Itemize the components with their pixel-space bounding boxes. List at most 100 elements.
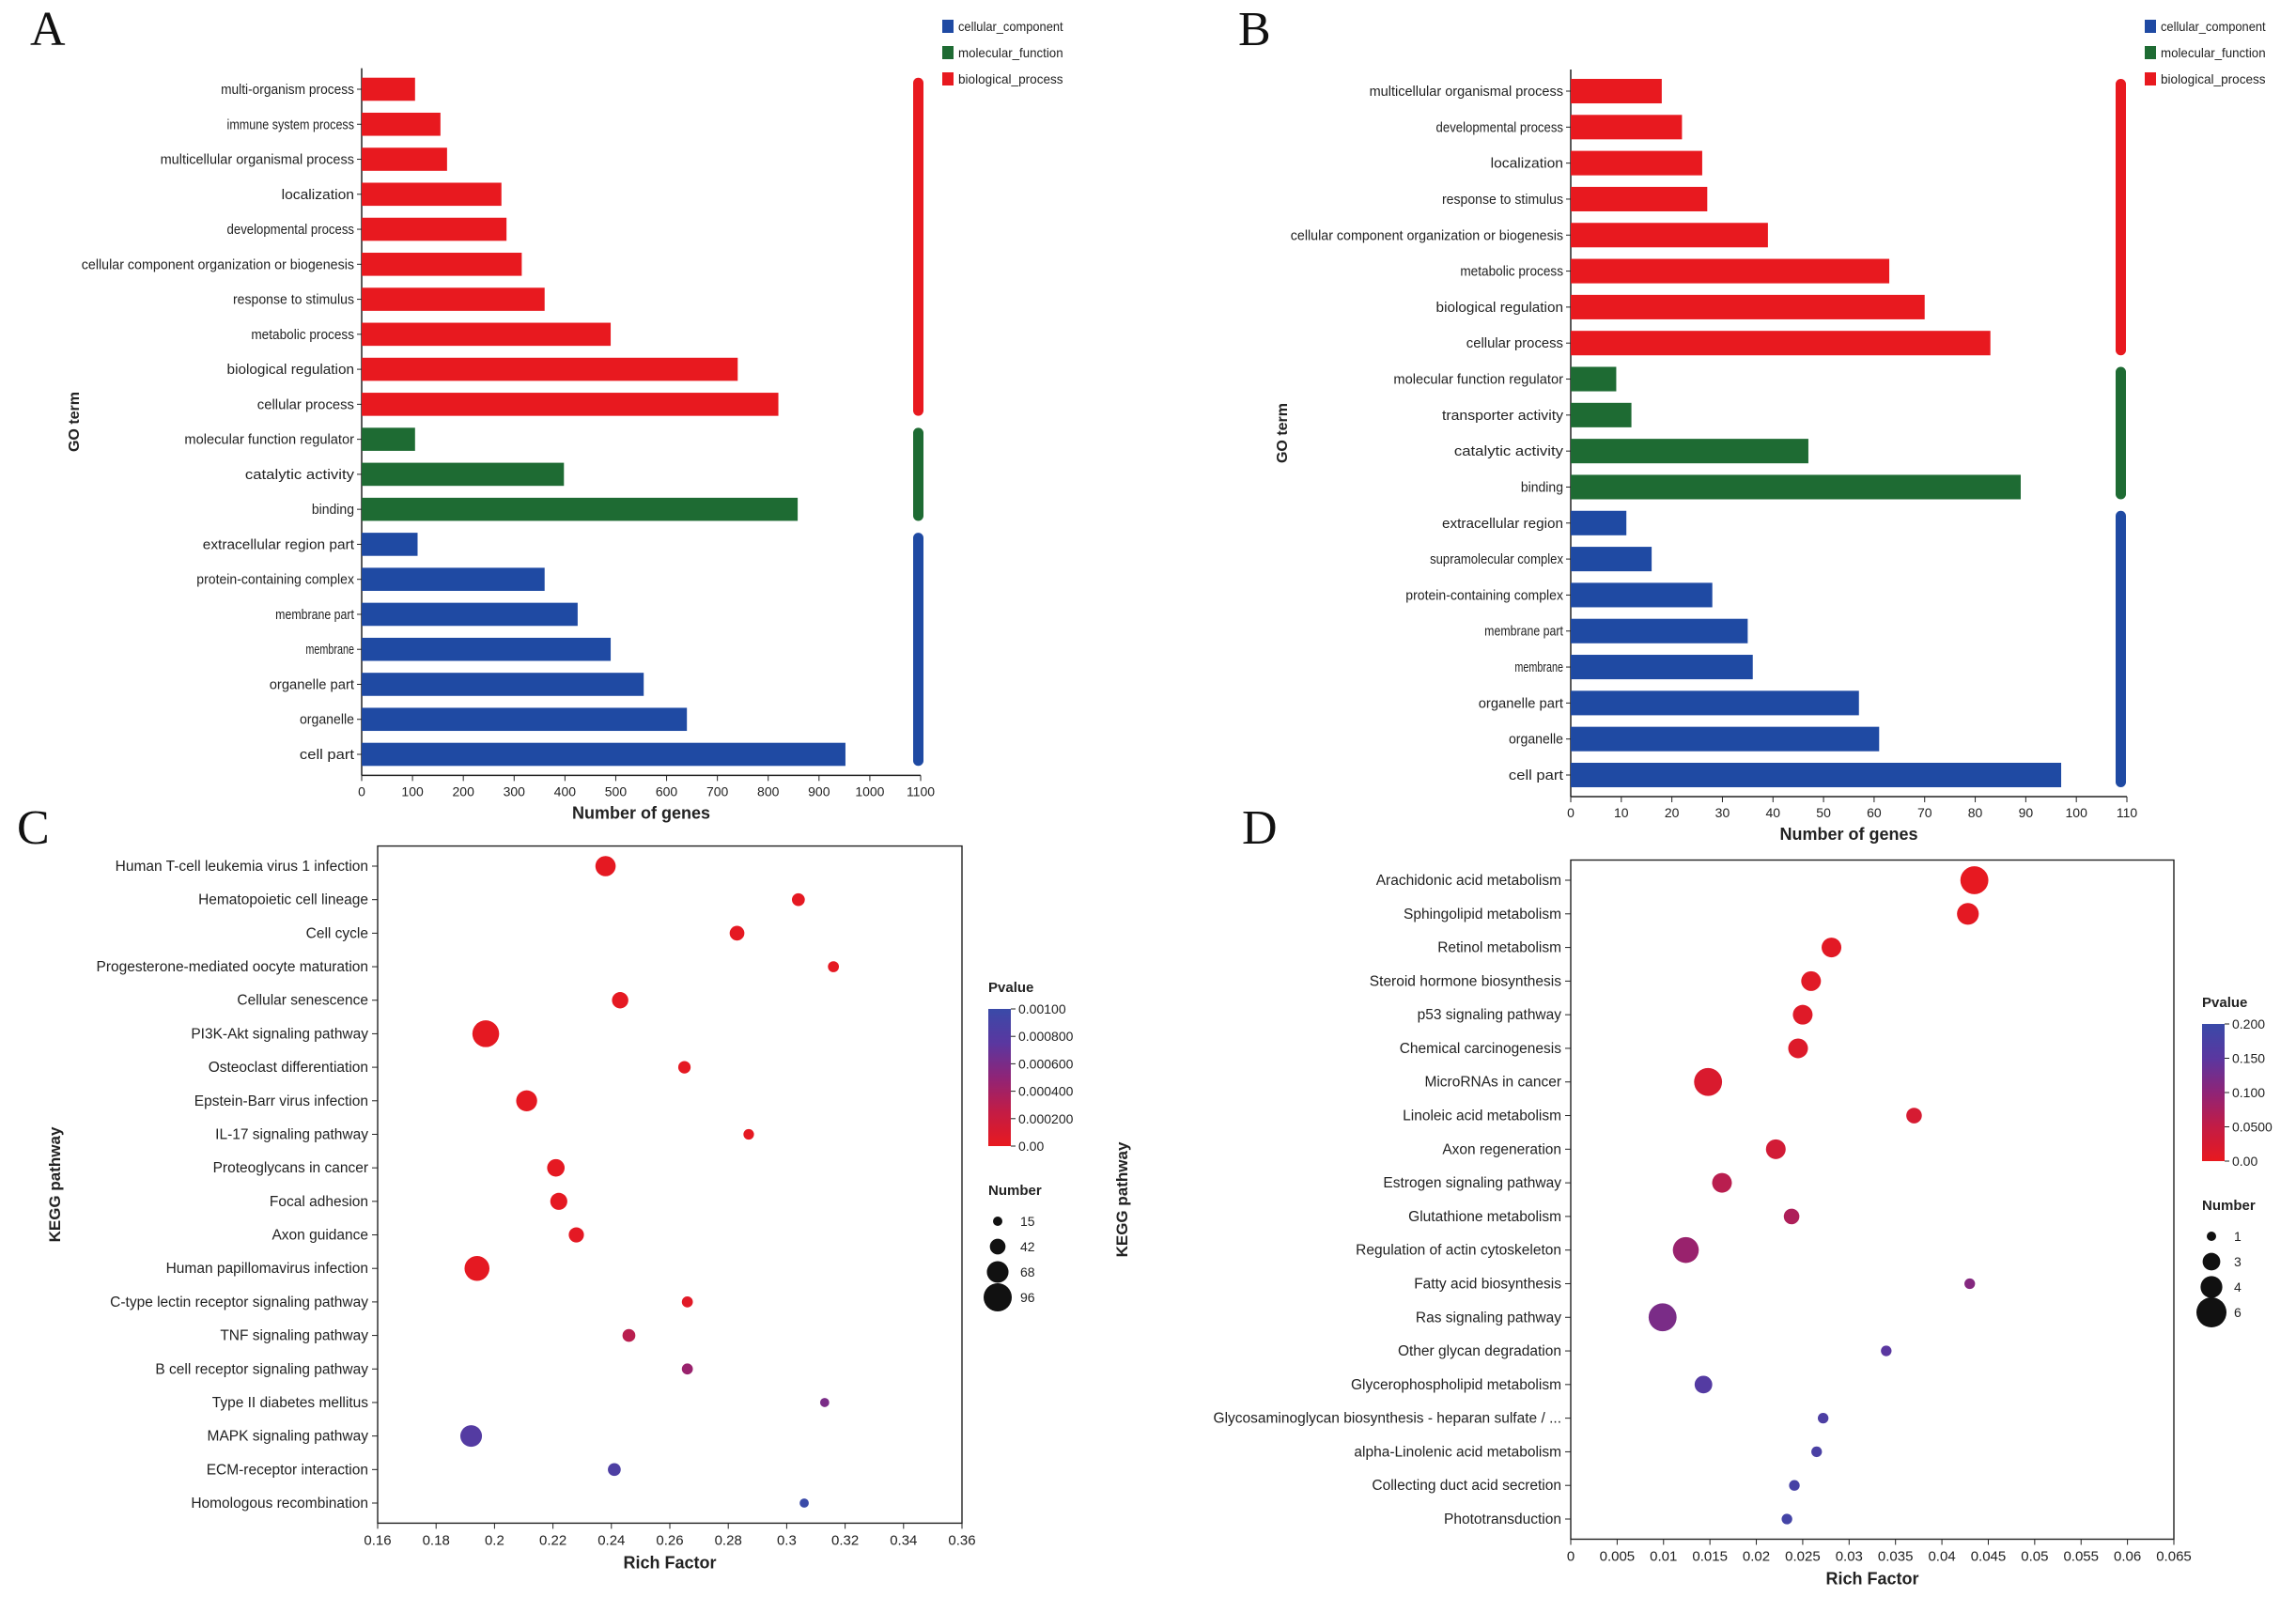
bar-localization: [1571, 150, 1702, 176]
color-bar: [988, 1009, 1011, 1146]
x-tick-label: 0.055: [2063, 1548, 2099, 1564]
size-legend-label: 96: [1020, 1290, 1035, 1305]
y-tick-label: Focal adhesion: [270, 1194, 368, 1210]
color-tick-label: 0.000800: [1018, 1029, 1074, 1044]
color-tick-label: 0.00100: [1018, 1001, 1066, 1016]
x-tick-label: 0.22: [539, 1532, 566, 1548]
bar-membrane: [362, 637, 612, 661]
bubble-retinol-metabolism: [1822, 938, 1842, 958]
y-tick-label: multicellular organismal process: [161, 152, 354, 168]
bubble-mapk-signaling-pathway: [459, 1425, 483, 1448]
color-legend-title: Pvalue: [988, 980, 1033, 996]
y-tick-label: Osteoclast differentiation: [209, 1060, 368, 1076]
size-legend-label: 1: [2234, 1229, 2242, 1244]
size-legend-dot: [993, 1217, 1002, 1226]
bar-response-to-stimulus: [362, 287, 545, 311]
x-tick-label: 0: [1567, 805, 1575, 820]
plot-frame: [377, 845, 963, 1525]
bar-developmental-process: [362, 217, 507, 241]
bubble-epstein-barr-virus-infection: [516, 1090, 537, 1111]
y-tick-label: organelle part: [270, 676, 355, 692]
x-tick-label: 0.025: [1785, 1548, 1821, 1564]
bar-catalytic-activity: [1571, 439, 1808, 464]
size-legend-title: Number: [2202, 1198, 2256, 1214]
y-tick-label: Linoleic acid metabolism: [1403, 1109, 1561, 1124]
x-tick-label: 100: [2066, 805, 2088, 820]
y-tick-label: response to stimulus: [1442, 192, 1563, 208]
x-tick-label: 0.035: [1878, 1548, 1914, 1564]
x-axis-title: Rich Factor: [623, 1553, 716, 1572]
panel-label-c: C: [17, 801, 50, 855]
bubble-sphingolipid-metabolism: [1957, 903, 1979, 925]
bar-cellular-component-organization-or-biogenesis: [362, 253, 522, 276]
bar-metabolic-process: [362, 322, 612, 347]
color-tick-label: 0.200: [2232, 1016, 2265, 1031]
color-legend-title: Pvalue: [2202, 995, 2247, 1011]
bar-immune-system-process: [362, 112, 441, 136]
legend-swatch-cellular-component: [942, 20, 954, 33]
y-tick-label: Retinol metabolism: [1437, 940, 1561, 956]
y-tick-label: membrane: [305, 642, 354, 658]
legend-label-cellular-component: cellular_component: [958, 19, 1063, 34]
y-tick-label: immune system process: [227, 116, 354, 132]
y-tick-label: Glutathione metabolism: [1408, 1209, 1561, 1225]
y-tick-label: PI3K-Akt signaling pathway: [191, 1026, 368, 1042]
bar-organelle: [1571, 726, 1880, 752]
legend-label-molecular-function: molecular_function: [958, 45, 1063, 60]
go-bar-chart-a: multi-organism process immune system proc…: [67, 19, 1063, 822]
y-tick-label: metabolic process: [1460, 264, 1563, 280]
y-tick-label: Arachidonic acid metabolism: [1376, 873, 1561, 889]
bar-catalytic-activity: [362, 462, 565, 487]
y-axis-title: GO term: [1275, 403, 1291, 463]
color-tick-label: 0.100: [2232, 1085, 2265, 1100]
x-tick-label: 20: [1665, 805, 1680, 820]
y-tick-label: Chemical carcinogenesis: [1400, 1041, 1562, 1057]
y-tick-label: cellular component organization or bioge…: [82, 256, 354, 272]
bubble-human-t-cell-leukemia-virus-1-infection: [595, 856, 616, 876]
y-tick-label: cell part: [300, 747, 355, 763]
size-legend-dot: [986, 1261, 1009, 1283]
bubble-other-glycan-degradation: [1881, 1345, 1892, 1357]
y-tick-label: supramolecular complex: [1430, 551, 1563, 567]
y-tick-label: biological regulation: [227, 362, 354, 378]
color-tick-label: 0.000400: [1018, 1084, 1074, 1099]
y-tick-label: Epstein-Barr virus infection: [194, 1093, 368, 1109]
group-indicator-molecular-function: [2116, 366, 2126, 500]
bar-membrane: [1571, 655, 1753, 680]
y-tick-label: Glycerophospholipid metabolism: [1351, 1377, 1561, 1393]
bubble-pi3k-akt-signaling-pathway: [472, 1020, 500, 1047]
y-tick-label: Progesterone-mediated oocyte maturation: [97, 959, 369, 975]
x-tick-label: 0.28: [715, 1532, 742, 1548]
y-tick-label: extracellular region: [1442, 516, 1563, 532]
y-tick-label: extracellular region part: [203, 536, 355, 552]
bubble-cell-cycle: [729, 925, 745, 941]
y-tick-label: protein-containing complex: [1405, 587, 1563, 603]
x-tick-label: 0: [358, 783, 365, 798]
y-tick-label: developmental process: [227, 222, 354, 238]
y-tick-label: Homologous recombination: [191, 1496, 368, 1512]
bar-developmental-process: [1571, 115, 1683, 140]
bar-transporter-activity: [1571, 402, 1632, 427]
x-tick-label: 700: [706, 783, 729, 798]
bar-membrane-part: [1571, 618, 1748, 643]
bubble-ras-signaling-pathway: [1648, 1303, 1677, 1332]
bar-response-to-stimulus: [1571, 186, 1708, 211]
x-tick-label: 500: [605, 783, 628, 798]
y-tick-label: Type II diabetes mellitus: [212, 1395, 369, 1411]
color-bar: [2202, 1024, 2225, 1161]
x-tick-label: 1000: [855, 783, 884, 798]
bar-cell-part: [1571, 762, 2062, 788]
y-tick-label: MicroRNAs in cancer: [1424, 1075, 1561, 1091]
x-tick-label: 0.015: [1692, 1548, 1728, 1564]
y-axis-title: KEGG pathway: [1113, 1141, 1131, 1257]
y-tick-label: localization: [1491, 156, 1563, 172]
x-tick-label: 0.36: [948, 1532, 975, 1548]
x-tick-label: 800: [757, 783, 780, 798]
go-bar-chart-b: multicellular organismal process developm…: [1275, 19, 2266, 844]
x-tick-label: 110: [2117, 805, 2138, 820]
bubble-collecting-duct-acid-secretion: [1789, 1480, 1800, 1491]
x-axis-title: Number of genes: [572, 803, 710, 822]
y-tick-label: cellular component organization or bioge…: [1291, 227, 1563, 243]
color-tick-label: 0.150: [2232, 1051, 2265, 1066]
